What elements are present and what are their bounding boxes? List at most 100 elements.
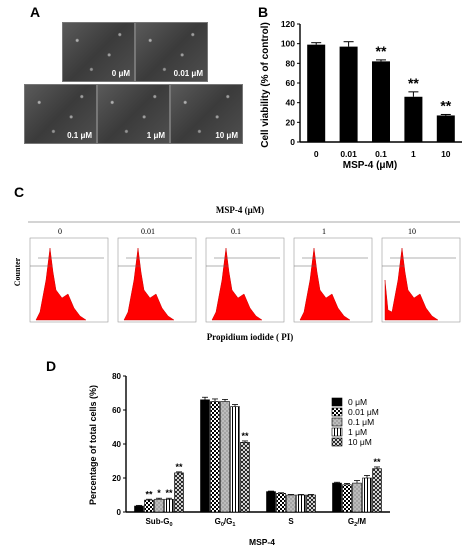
micrograph-label: 0 μM [111, 69, 130, 78]
bar [372, 61, 390, 142]
y-tick-label: 120 [281, 19, 295, 29]
bar [134, 505, 144, 513]
panel-c-y-label: Counter [13, 257, 22, 286]
micrograph-0.01: 0.01 μM [135, 22, 208, 82]
significance-marker: ** [376, 43, 387, 59]
y-tick-label: 100 [281, 39, 295, 49]
bar [266, 491, 276, 513]
significance-marker: ** [145, 489, 153, 499]
micrograph-label: 0.1 μM [67, 131, 92, 140]
significance-marker: ** [408, 75, 419, 91]
bar [144, 499, 154, 513]
y-tick-label: 20 [286, 117, 296, 127]
x-tick-label: 0 [314, 149, 319, 159]
legend-swatch [331, 397, 343, 407]
bar [372, 468, 382, 513]
y-axis-label: Percentage of total cells (%) [88, 385, 98, 505]
significance-marker: ** [165, 488, 173, 498]
bar [339, 46, 358, 142]
legend-swatch [331, 417, 343, 427]
bar [200, 399, 210, 513]
micrograph-10: 10 μM [170, 84, 243, 144]
y-tick-label: 0 [290, 137, 295, 147]
bar [230, 406, 240, 513]
legend-label: 1 μM [348, 427, 367, 437]
x-tick-label: G0/G1 [215, 517, 236, 528]
significance-marker: * [157, 488, 161, 498]
bar [210, 401, 220, 513]
bar [352, 482, 362, 513]
x-tick-label: 10 [441, 149, 451, 159]
bar [342, 484, 352, 513]
bar [164, 498, 174, 513]
histogram-label: 0.1 [231, 227, 241, 236]
y-tick-label: 80 [112, 372, 121, 381]
x-tick-label: Sub-G0 [145, 517, 172, 528]
bar [220, 401, 230, 513]
y-tick-label: 60 [112, 406, 121, 415]
bar [332, 482, 342, 513]
y-tick-label: 60 [286, 78, 296, 88]
histogram-frame [205, 237, 285, 323]
micrograph-label: 10 μM [215, 131, 238, 140]
x-tick-label: 0.1 [375, 149, 387, 159]
legend-swatch [331, 407, 343, 417]
legend-swatch [331, 427, 343, 437]
histogram [384, 247, 439, 321]
legend-swatch [331, 437, 343, 447]
y-tick-label: 20 [112, 474, 121, 483]
x-tick-label: G2/M [348, 517, 367, 528]
legend-label: 0.01 μM [348, 407, 379, 417]
bar [174, 472, 184, 513]
y-tick-label: 40 [112, 440, 121, 449]
bar [362, 477, 372, 513]
micrograph-label: 1 μM [146, 131, 165, 140]
bar [436, 115, 455, 142]
y-tick-label: 80 [286, 58, 296, 68]
viability-chart: Cell viability (% of control) MSP-4 (μM)… [260, 19, 462, 171]
histogram-label: 0.01 [141, 227, 155, 236]
micrograph-0.1: 0.1 μM [24, 84, 97, 144]
histogram-label: 0 [58, 227, 62, 236]
significance-marker: ** [241, 431, 249, 441]
micrograph-1: 1 μM [97, 84, 170, 144]
histogram-label: 1 [322, 227, 326, 236]
x-axis-label: MSP-4 (μM) [343, 160, 397, 171]
significance-marker: ** [175, 462, 183, 472]
histogram-frame [29, 237, 109, 323]
legend-label: 10 μM [348, 437, 372, 447]
panel-c-header: MSP-4 (μM) [216, 205, 264, 215]
bar [286, 494, 296, 513]
panel-c-label: C [14, 184, 25, 200]
x-tick-label: 0.01 [340, 149, 357, 159]
y-tick-label: 0 [117, 508, 122, 517]
legend-label: 0.1 μM [348, 417, 374, 427]
bar [404, 96, 423, 142]
bar [240, 441, 250, 513]
panel-d-label: D [46, 358, 57, 374]
y-tick-label: 40 [286, 98, 296, 108]
bar [296, 494, 306, 513]
legend-label: 0 μM [348, 397, 367, 407]
x-axis-label: MSP-4 [249, 537, 275, 547]
histogram-frame [117, 237, 197, 323]
histogram-label: 10 [408, 227, 416, 236]
significance-marker: ** [440, 97, 451, 113]
x-tick-label: 1 [411, 149, 416, 159]
y-axis-label: Cell viability (% of control) [260, 22, 271, 148]
significance-marker: ** [373, 457, 381, 467]
bar [307, 44, 326, 142]
micrograph-label: 0.01 μM [173, 69, 203, 78]
histogram-frame [381, 237, 461, 323]
bar [276, 492, 286, 513]
panel-c-x-label: Propidium iodide ( PI) [207, 332, 294, 342]
flow-cytometry-panel: MSP-4 (μM) Counter Propidium iodide ( PI… [13, 205, 461, 342]
panel-a-label: A [30, 4, 41, 20]
histogram-frame [293, 237, 373, 323]
panel-b-label: B [258, 4, 269, 20]
x-tick-label: S [288, 517, 294, 526]
micrograph-0: 0 μM [62, 22, 135, 82]
bar [154, 498, 164, 513]
bar [306, 494, 316, 513]
